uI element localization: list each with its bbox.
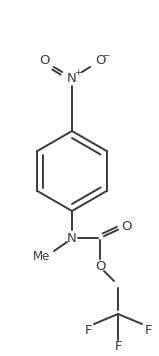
Text: Me: Me: [33, 250, 51, 262]
Text: O: O: [95, 54, 105, 68]
Text: N: N: [67, 72, 77, 84]
Text: O: O: [39, 54, 49, 68]
Text: O: O: [95, 260, 105, 272]
Text: +: +: [74, 68, 81, 77]
Text: F: F: [114, 340, 122, 352]
Text: N: N: [67, 231, 77, 245]
Text: F: F: [144, 324, 152, 336]
Text: −: −: [102, 51, 110, 59]
Text: O: O: [121, 220, 131, 232]
Text: F: F: [84, 324, 92, 336]
